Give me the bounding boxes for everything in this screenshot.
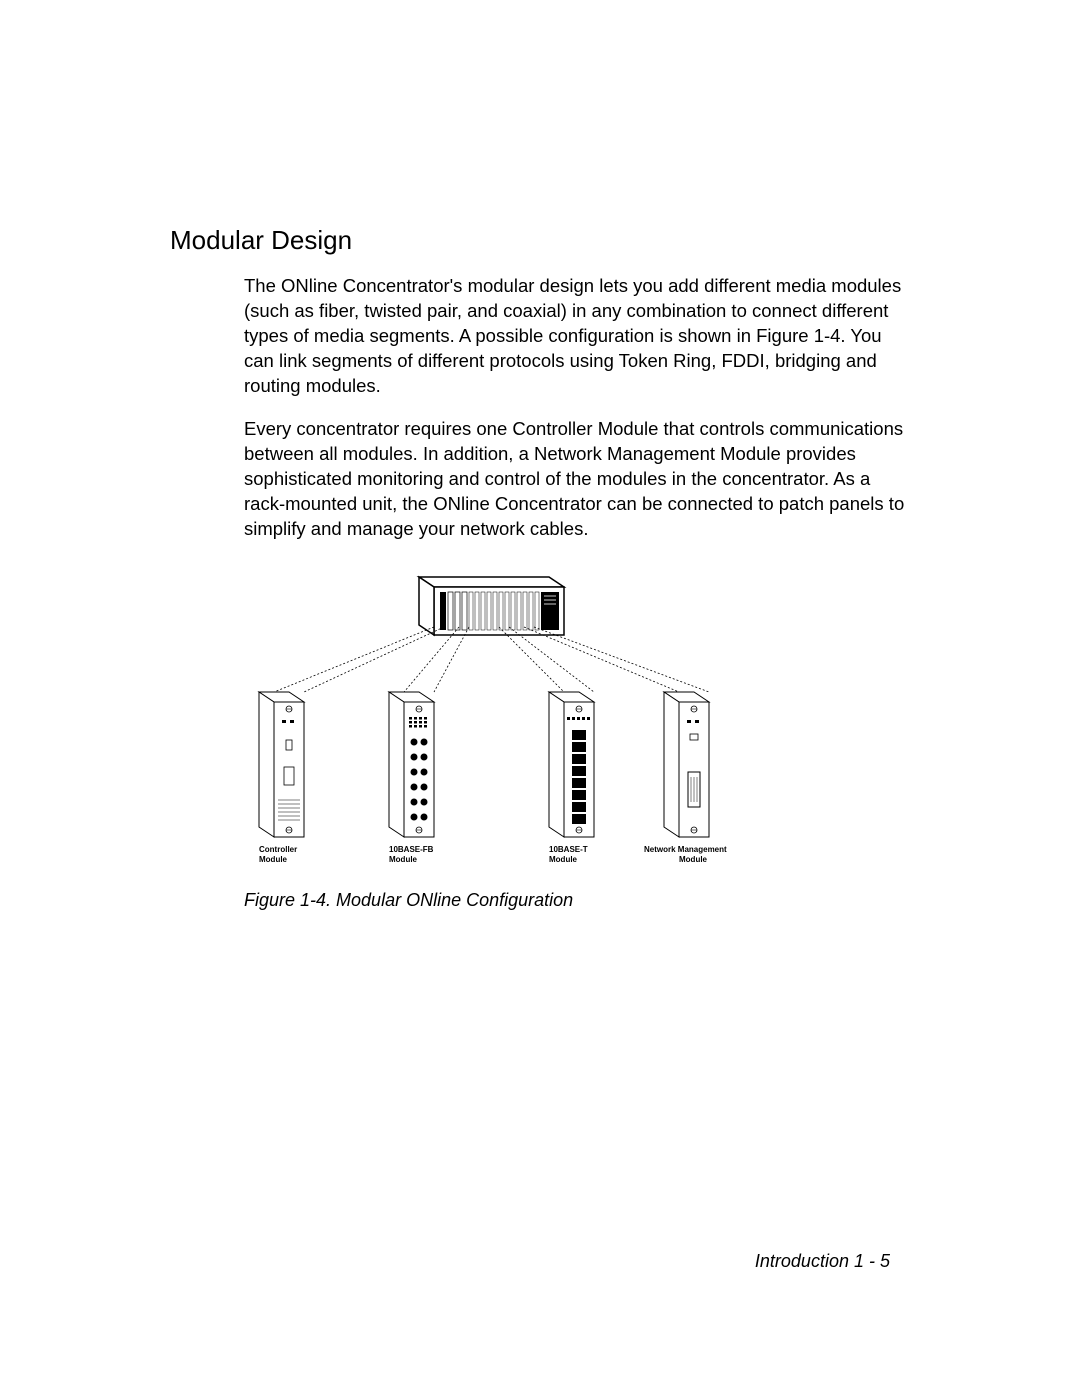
- module-label: Module: [549, 855, 578, 864]
- paragraph-1: The ONline Concentrator's modular design…: [244, 274, 910, 399]
- twisted-module-icon: [549, 692, 594, 837]
- module-label: Network Management: [644, 845, 727, 854]
- nmm-module-icon: [664, 692, 709, 837]
- module-label: 10BASE-FB: [389, 845, 434, 854]
- fiber-module-icon: [389, 692, 434, 837]
- controller-module-icon: [259, 692, 304, 837]
- page-footer: Introduction 1 - 5: [755, 1251, 890, 1272]
- figure-caption: Figure 1-4. Modular ONline Configuration: [244, 890, 910, 911]
- module-label: Module: [259, 855, 288, 864]
- module-label: Module: [679, 855, 708, 864]
- paragraph-2: Every concentrator requires one Controll…: [244, 417, 910, 542]
- connector-lines: [274, 627, 709, 692]
- document-page: Modular Design The ONline Concentrator's…: [0, 0, 1080, 911]
- concentrator-icon: [419, 577, 564, 635]
- figure-diagram: Controller Module: [244, 572, 764, 882]
- module-label: 10BASE-T: [549, 845, 588, 854]
- section-title: Modular Design: [170, 225, 910, 256]
- diagram-svg: Controller Module: [244, 572, 764, 882]
- module-label: Controller: [259, 845, 297, 854]
- module-label: Module: [389, 855, 418, 864]
